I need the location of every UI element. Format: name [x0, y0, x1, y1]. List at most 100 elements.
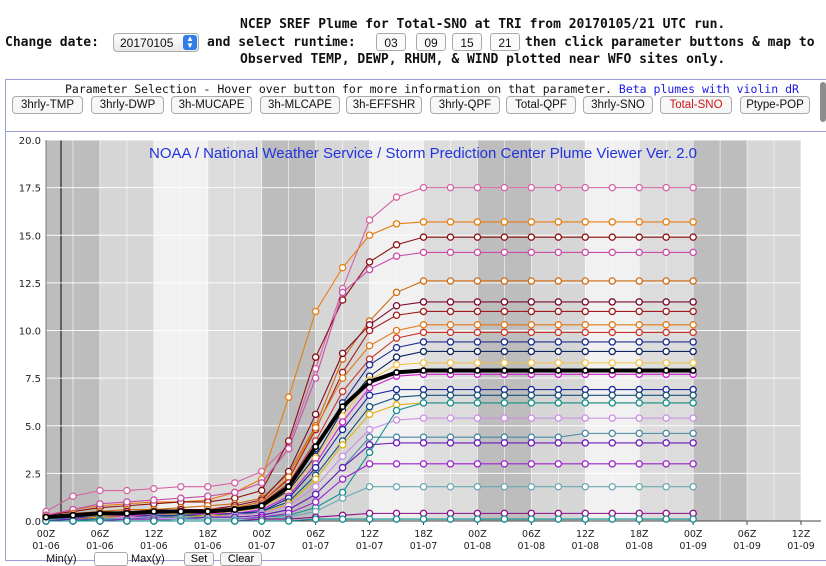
mean-data-point: [420, 367, 427, 374]
param-button-3h-mlcape[interactable]: 3h-MLCAPE: [260, 96, 340, 114]
member-data-point: [635, 338, 643, 346]
member-data-point: [635, 429, 643, 438]
x-tick-time-label: 06Z: [522, 529, 541, 540]
member-data-point: [473, 233, 482, 241]
param-button-3h-effshr[interactable]: 3h-EFFSHR: [346, 96, 422, 114]
date-select-value: 20170105: [120, 36, 174, 50]
member-data-point: [473, 460, 482, 468]
member-data-point: [527, 460, 536, 468]
param-button-ptype-pop[interactable]: Ptype-POP: [740, 96, 810, 114]
runtime-button-15[interactable]: 15: [452, 33, 482, 51]
member-data-point: [69, 517, 77, 525]
param-button-total-qpf[interactable]: Total-QPF: [506, 96, 576, 114]
y-tick-label: 2.5: [25, 469, 41, 480]
member-data-point: [446, 338, 455, 346]
member-data-point: [689, 183, 697, 192]
runtime-button-03[interactable]: 03: [376, 33, 406, 51]
member-data-point: [150, 517, 158, 525]
member-data-point: [392, 439, 401, 447]
beta-plumes-link[interactable]: Beta plumes with violin dR: [618, 82, 799, 96]
member-data-point: [392, 343, 401, 352]
member-data-point: [608, 391, 617, 400]
param-button-3hrly-tmp[interactable]: 3hrly-TMP: [12, 96, 83, 114]
x-tick-time-label: 06Z: [306, 529, 325, 540]
member-data-point: [311, 374, 320, 382]
member-data-point: [662, 359, 670, 367]
member-data-point: [311, 515, 320, 523]
member-data-point: [365, 216, 374, 224]
member-data-point: [446, 277, 455, 285]
mean-data-point: [339, 403, 347, 411]
x-tick-date-label: 01-08: [464, 541, 492, 552]
y-tick-label: 15.0: [19, 231, 41, 242]
member-data-point: [473, 328, 482, 337]
x-tick-date-label: 01-09: [787, 541, 815, 552]
member-data-point: [527, 298, 536, 306]
y-tick-label: 5.0: [25, 422, 41, 433]
member-data-point: [284, 517, 293, 525]
member-data-point: [581, 298, 590, 306]
member-data-point: [608, 328, 617, 337]
member-data-point: [662, 439, 670, 447]
member-data-point: [419, 298, 428, 306]
member-data-point: [365, 425, 374, 434]
member-data-point: [419, 391, 428, 400]
runtime-button-09[interactable]: 09: [416, 33, 446, 51]
clear-button[interactable]: Clear: [220, 552, 262, 566]
plume-chart: 0.02.55.07.510.012.515.017.520.000Z01-06…: [19, 136, 821, 552]
member-data-point: [365, 231, 374, 239]
member-data-point: [365, 391, 374, 400]
member-data-point: [608, 248, 617, 257]
member-data-point: [392, 515, 401, 523]
member-data-point: [662, 399, 670, 407]
member-data-point: [554, 391, 563, 400]
member-data-point: [177, 482, 185, 491]
member-data-point: [635, 321, 643, 329]
date-select[interactable]: 20170105 ▲ ▼: [113, 33, 199, 52]
member-data-point: [473, 439, 482, 447]
member-data-point: [554, 328, 563, 337]
member-data-point: [635, 233, 643, 241]
member-data-point: [473, 414, 482, 422]
member-data-point: [608, 321, 617, 329]
member-data-point: [581, 347, 590, 356]
member-data-point: [473, 321, 482, 329]
param-button-3h-mucape[interactable]: 3h-MUCAPE: [171, 96, 252, 114]
member-data-point: [554, 515, 563, 523]
member-data-point: [419, 321, 428, 329]
member-data-point: [446, 307, 455, 316]
member-data-point: [662, 233, 670, 241]
member-data-point: [662, 482, 670, 491]
member-data-point: [689, 391, 697, 400]
member-data-point: [419, 399, 428, 407]
x-tick-time-label: 06Z: [738, 529, 757, 540]
set-button[interactable]: Set: [184, 552, 214, 566]
chart-title: NOAA / National Weather Service / Storm …: [149, 145, 697, 162]
member-data-point: [230, 488, 239, 497]
member-data-point: [581, 233, 590, 241]
member-data-point: [392, 334, 401, 342]
member-data-point: [419, 414, 428, 422]
member-data-point: [554, 183, 563, 192]
member-data-point: [608, 218, 617, 226]
param-button-3hrly-qpf[interactable]: 3hrly-QPF: [430, 96, 500, 114]
runtime-button-21[interactable]: 21: [490, 33, 520, 51]
member-data-point: [635, 359, 643, 367]
member-data-point: [392, 393, 401, 401]
member-data-point: [473, 277, 482, 285]
member-data-point: [608, 460, 617, 468]
member-data-point: [662, 298, 670, 306]
member-data-point: [662, 338, 670, 346]
param-button-3hrly-sno[interactable]: 3hrly-SNO: [583, 96, 653, 114]
panel-scrollbar[interactable]: [820, 82, 826, 122]
member-data-point: [446, 515, 455, 523]
min-y-input[interactable]: [94, 552, 128, 566]
mean-data-point: [123, 509, 131, 517]
member-data-point: [392, 220, 401, 228]
x-tick-date-label: 01-08: [625, 541, 653, 552]
member-data-point: [662, 391, 670, 400]
param-button-3hrly-dwp[interactable]: 3hrly-DWP: [91, 96, 164, 114]
member-data-point: [689, 359, 697, 367]
member-data-point: [527, 482, 536, 491]
param-button-total-sno[interactable]: Total-SNO: [660, 96, 732, 114]
